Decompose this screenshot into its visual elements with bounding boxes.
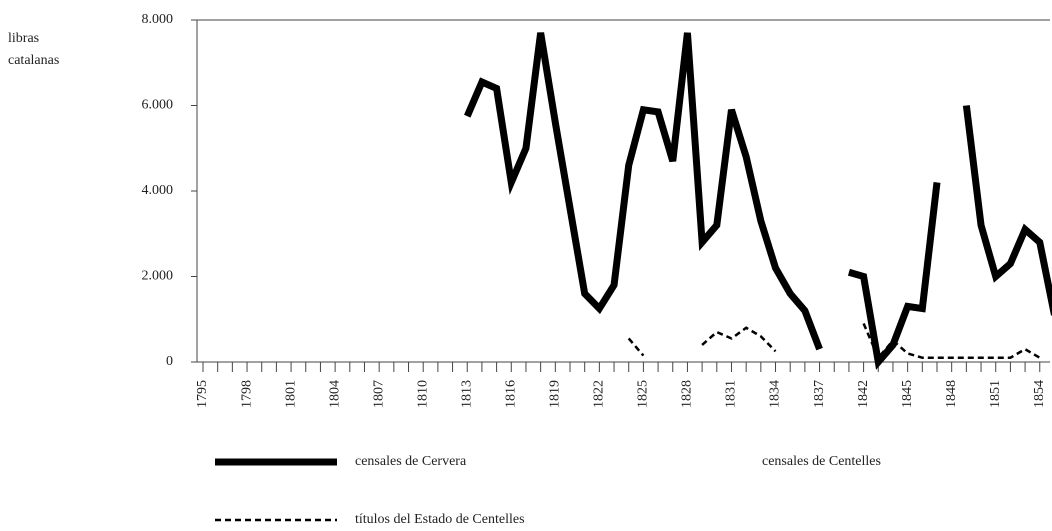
- x-tick-label: 1854: [1032, 380, 1047, 408]
- y-tick-label: 8.000: [142, 12, 174, 27]
- x-tick-label: 1842: [856, 380, 871, 408]
- x-tick-label: 1804: [327, 380, 342, 408]
- y-axis-label: libras catalanas: [8, 31, 60, 68]
- x-tick-label: 1845: [900, 380, 915, 408]
- x-tick-label: 1825: [636, 380, 651, 408]
- x-tick-label: 1851: [988, 380, 1003, 408]
- x-tick-label: 1837: [812, 380, 827, 408]
- y-tick-label: 4.000: [142, 183, 174, 198]
- x-tick-label: 1822: [592, 380, 607, 408]
- series-line: [464, 32, 1052, 370]
- y-tick-label: 0: [166, 354, 173, 369]
- x-tick-label: 1801: [283, 380, 298, 408]
- y-tick-label: 2.000: [142, 269, 174, 284]
- x-tick-label: 1848: [944, 380, 959, 408]
- x-tick-label: 1831: [724, 380, 739, 408]
- legend-label: censales de Centelles: [762, 454, 881, 469]
- x-tick-label: 1828: [680, 380, 695, 408]
- x-tick-label: 1819: [548, 380, 563, 408]
- x-tick-label: 1807: [371, 380, 386, 408]
- legend-label: títulos del Estado de Centelles: [355, 512, 525, 527]
- x-tick-label: 1816: [503, 380, 518, 408]
- x-tick-label: 1813: [459, 380, 474, 408]
- x-tick-label: 1810: [415, 380, 430, 408]
- x-tick-label: 1834: [768, 380, 783, 408]
- y-tick-label: 6.000: [142, 98, 174, 113]
- x-tick-label: 1795: [195, 380, 210, 408]
- legend-label: censales de Cervera: [355, 454, 467, 469]
- x-tick-label: 1798: [239, 380, 254, 408]
- series-line: [627, 323, 1041, 361]
